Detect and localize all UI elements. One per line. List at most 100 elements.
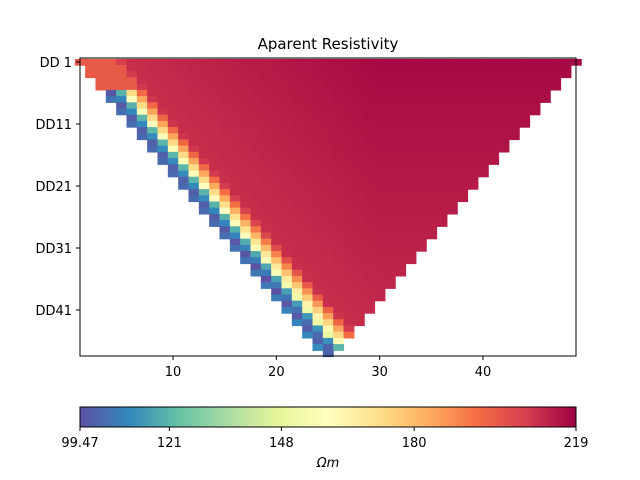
heatmap-cell bbox=[178, 158, 190, 165]
heatmap-cell bbox=[353, 145, 365, 153]
heatmap-cell bbox=[188, 58, 200, 66]
heatmap-cell bbox=[240, 195, 252, 203]
heatmap-cell bbox=[415, 89, 427, 97]
heatmap-cell bbox=[271, 201, 283, 209]
heatmap-cell bbox=[281, 189, 293, 196]
heatmap-cell bbox=[426, 220, 438, 227]
heatmap-cell bbox=[302, 207, 314, 215]
heatmap-cell bbox=[219, 120, 231, 128]
heatmap-cell bbox=[250, 213, 262, 221]
heatmap-cell bbox=[322, 294, 334, 302]
heatmap-cell bbox=[167, 96, 179, 103]
heatmap-cell bbox=[436, 102, 448, 110]
heatmap-cell bbox=[260, 151, 272, 159]
heatmap-cell bbox=[374, 127, 386, 134]
heatmap-cell bbox=[260, 145, 272, 153]
colorbar-tick-label: 148 bbox=[269, 436, 294, 451]
heatmap-cell bbox=[333, 114, 345, 122]
heatmap-cell bbox=[291, 213, 303, 221]
heatmap-cell bbox=[426, 65, 438, 72]
heatmap-cell bbox=[519, 108, 531, 116]
heatmap-cell bbox=[384, 257, 396, 265]
heatmap-cell bbox=[312, 300, 324, 308]
heatmap-cell bbox=[291, 207, 303, 215]
heatmap-cell bbox=[209, 151, 221, 159]
heatmap-cell bbox=[353, 238, 365, 246]
heatmap-cell bbox=[405, 108, 417, 116]
heatmap-cell bbox=[219, 189, 231, 196]
heatmap-cell bbox=[322, 189, 334, 196]
heatmap-cell bbox=[260, 164, 272, 172]
heatmap-cell bbox=[353, 164, 365, 172]
heatmap-cell bbox=[198, 71, 210, 79]
heatmap-cell bbox=[281, 257, 293, 265]
heatmap-cell bbox=[374, 164, 386, 172]
heatmap-cell bbox=[333, 151, 345, 159]
heatmap-cell bbox=[436, 108, 448, 116]
heatmap-cell bbox=[240, 96, 252, 103]
heatmap-cell bbox=[219, 108, 231, 116]
heatmap-cell bbox=[260, 195, 272, 203]
heatmap-cell bbox=[147, 114, 159, 122]
heatmap-cell bbox=[312, 288, 324, 296]
heatmap-cell bbox=[457, 139, 469, 147]
heatmap-cell bbox=[250, 65, 262, 72]
heatmap-cell bbox=[508, 108, 520, 116]
heatmap-cell bbox=[467, 65, 479, 72]
heatmap-cell bbox=[229, 158, 241, 165]
heatmap-cell bbox=[415, 207, 427, 215]
heatmap-cell bbox=[374, 120, 386, 128]
heatmap-cell bbox=[219, 207, 231, 215]
heatmap-cell bbox=[198, 195, 210, 203]
heatmap-cell bbox=[343, 244, 355, 252]
heatmap-cell bbox=[229, 145, 241, 153]
heatmap-cell bbox=[333, 325, 345, 333]
heatmap-cell bbox=[384, 282, 396, 289]
heatmap-cell bbox=[229, 164, 241, 172]
heatmap-cell bbox=[271, 226, 283, 234]
heatmap-cell bbox=[147, 89, 159, 97]
heatmap-cell bbox=[167, 151, 179, 159]
heatmap-cell bbox=[395, 257, 407, 265]
heatmap-cell bbox=[219, 151, 231, 159]
heatmap-cell bbox=[498, 139, 510, 147]
heatmap-cell bbox=[281, 182, 293, 190]
heatmap-cell bbox=[322, 251, 334, 258]
heatmap-cell bbox=[312, 133, 324, 141]
heatmap-cell bbox=[250, 269, 262, 277]
heatmap-cell bbox=[116, 77, 128, 85]
heatmap-cell bbox=[250, 83, 262, 91]
heatmap-cell bbox=[415, 120, 427, 128]
heatmap-cell bbox=[560, 65, 572, 72]
heatmap-cell bbox=[312, 114, 324, 122]
heatmap-cell bbox=[219, 127, 231, 134]
heatmap-cell bbox=[343, 238, 355, 246]
heatmap-cell bbox=[281, 306, 293, 314]
heatmap-cell bbox=[446, 83, 458, 91]
heatmap-cell bbox=[250, 139, 262, 147]
heatmap-cell bbox=[209, 71, 221, 79]
heatmap-cell bbox=[219, 139, 231, 147]
heatmap-cell bbox=[395, 226, 407, 234]
heatmap-cell bbox=[136, 96, 148, 103]
heatmap-cell bbox=[364, 151, 376, 159]
heatmap-cell bbox=[374, 158, 386, 165]
heatmap-cell bbox=[157, 89, 169, 97]
plot-frame bbox=[79, 57, 577, 357]
heatmap-cell bbox=[291, 189, 303, 196]
heatmap-cell bbox=[446, 139, 458, 147]
heatmap-cell bbox=[343, 114, 355, 122]
heatmap-cell bbox=[364, 158, 376, 165]
heatmap-cell bbox=[250, 182, 262, 190]
heatmap-cell bbox=[147, 145, 159, 153]
heatmap-cell bbox=[415, 201, 427, 209]
heatmap-cell bbox=[333, 344, 345, 351]
heatmap-cell bbox=[260, 96, 272, 103]
heatmap-cell bbox=[291, 251, 303, 258]
heatmap-cell bbox=[260, 226, 272, 234]
heatmap-cell bbox=[415, 83, 427, 91]
heatmap-cell bbox=[250, 238, 262, 246]
heatmap-cell bbox=[198, 145, 210, 153]
heatmap-cell bbox=[436, 139, 448, 147]
heatmap-cell bbox=[198, 207, 210, 215]
